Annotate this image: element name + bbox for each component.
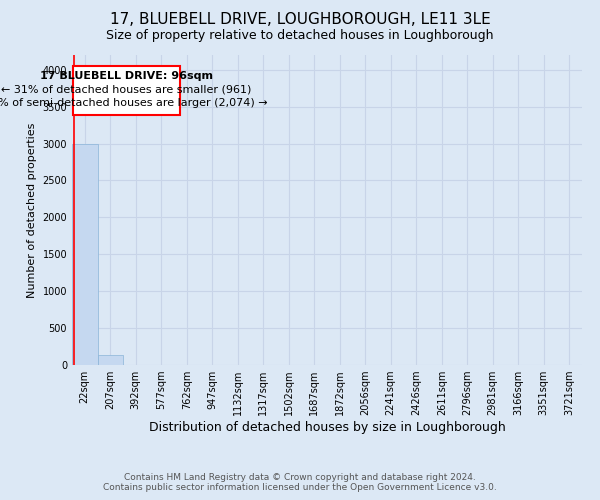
Bar (97, 356, 123, 365)
Text: 17 BLUEBELL DRIVE: 96sqm: 17 BLUEBELL DRIVE: 96sqm (40, 71, 212, 81)
Text: 17, BLUEBELL DRIVE, LOUGHBOROUGH, LE11 3LE: 17, BLUEBELL DRIVE, LOUGHBOROUGH, LE11 3… (110, 12, 490, 28)
Text: Contains HM Land Registry data © Crown copyright and database right 2024.
Contai: Contains HM Land Registry data © Crown c… (103, 473, 497, 492)
X-axis label: Distribution of detached houses by size in Loughborough: Distribution of detached houses by size … (149, 421, 505, 434)
Text: Size of property relative to detached houses in Loughborough: Size of property relative to detached ho… (106, 29, 494, 42)
Bar (72, 144, 97, 365)
Text: ← 31% of detached houses are smaller (961): ← 31% of detached houses are smaller (96… (1, 84, 251, 94)
FancyBboxPatch shape (73, 66, 179, 115)
Y-axis label: Number of detached properties: Number of detached properties (27, 122, 37, 298)
Text: 67% of semi-detached houses are larger (2,074) →: 67% of semi-detached houses are larger (… (0, 98, 268, 108)
